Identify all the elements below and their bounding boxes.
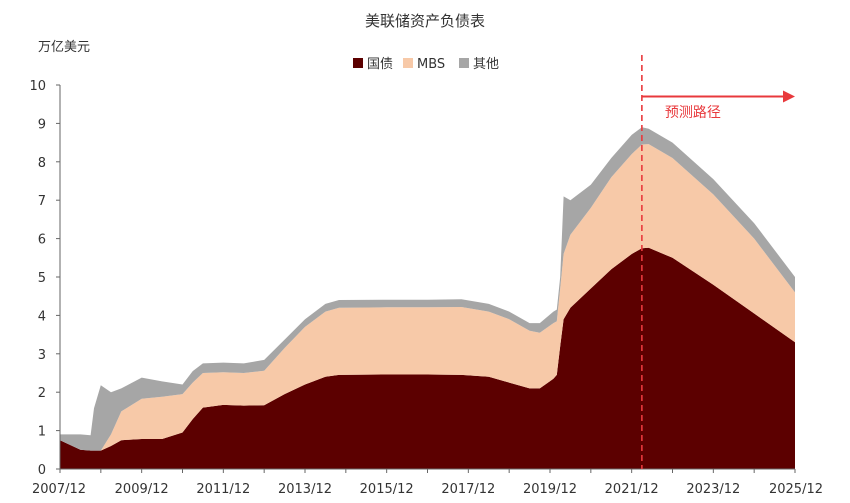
- area-treasury: [60, 247, 795, 469]
- y-tick-label: 3: [38, 348, 46, 363]
- y-tick-label: 7: [38, 194, 46, 209]
- y-tick-label: 10: [29, 79, 46, 94]
- x-tick-label: 2017/12: [441, 482, 495, 497]
- x-tick-label: 2021/12: [605, 482, 659, 497]
- y-tick-label: 5: [38, 271, 46, 286]
- x-tick-label: 2013/12: [278, 482, 332, 497]
- legend-swatch-other: [459, 58, 469, 68]
- x-tick-label: 2007/12: [32, 482, 86, 497]
- x-tick-label: 2011/12: [196, 482, 250, 497]
- legend-label-other: 其他: [473, 57, 499, 72]
- x-tick-label: 2025/12: [769, 482, 823, 497]
- y-tick-label: 9: [38, 117, 46, 132]
- legend: 国债 MBS 其他: [353, 57, 499, 72]
- stacked-areas: [60, 127, 795, 469]
- x-tick-label: 2023/12: [686, 482, 740, 497]
- x-tick-label: 2009/12: [115, 482, 169, 497]
- axes: 0 1 2 3 4 5 6 7 8 9 10 2007/12 2009/12 2011/12 2013/12…: [29, 79, 823, 497]
- y-tick-label: 6: [38, 233, 46, 248]
- area-mbs: [60, 144, 795, 451]
- x-tick-label: 2015/12: [360, 482, 414, 497]
- y-tick-label: 8: [38, 156, 46, 171]
- legend-swatch-treasury: [353, 58, 363, 68]
- area-other: [60, 127, 795, 451]
- x-tick-label: 2019/12: [523, 482, 577, 497]
- y-tick-label: 0: [38, 463, 46, 478]
- annotations: 预测路径: [641, 55, 795, 469]
- legend-label-treasury: 国债: [367, 57, 393, 72]
- legend-swatch-mbs: [403, 58, 413, 68]
- forecast-arrow-head: [783, 90, 795, 103]
- chart-title: 美联储资产负债表: [365, 12, 485, 30]
- y-axis-unit-label: 万亿美元: [38, 40, 90, 55]
- forecast-path-label: 预测路径: [665, 105, 721, 121]
- y-tick-label: 2: [38, 386, 46, 401]
- y-tick-label: 1: [38, 425, 46, 440]
- legend-label-mbs: MBS: [417, 57, 445, 72]
- y-tick-label: 4: [38, 309, 46, 324]
